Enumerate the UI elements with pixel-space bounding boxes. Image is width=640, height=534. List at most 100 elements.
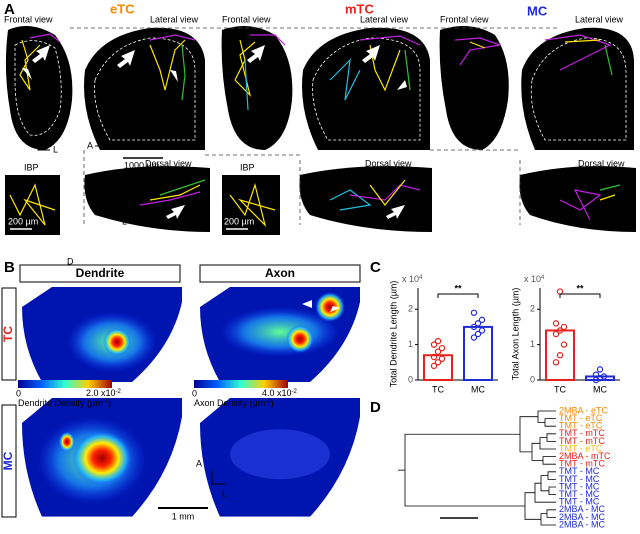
data-point <box>434 359 442 366</box>
colorbar-max: 4.0 x10-2 <box>262 388 298 398</box>
x-tick-label: MC <box>593 384 607 394</box>
colorbar-min: 0 <box>192 388 197 398</box>
panel-label: D <box>370 399 381 416</box>
dendrogram-branch <box>547 471 556 480</box>
data-point <box>470 309 478 316</box>
colorbar-label: Axon Density (µm-1) <box>194 398 274 408</box>
view-label: Dorsal view <box>365 158 412 168</box>
data-point <box>434 337 442 345</box>
colorbar-label: Dendrite Density (µm <box>18 398 103 408</box>
compass: A <box>87 140 93 150</box>
data-point <box>474 330 482 338</box>
data-point <box>434 348 442 355</box>
scale-label: 200 µm <box>224 216 254 226</box>
x-tick-label: MC <box>471 384 485 394</box>
leaf-label: 2MBA - eTC <box>559 405 609 415</box>
leaf-label: TMT - eTC <box>559 413 603 423</box>
significance-bracket <box>559 293 601 298</box>
leaf-label: TMT - MC <box>559 489 600 499</box>
dendrogram-branch <box>548 486 556 495</box>
data-point <box>438 344 446 352</box>
x-tick-label: TC <box>554 384 566 394</box>
bar <box>463 325 493 381</box>
data-point <box>600 373 608 380</box>
compass: D <box>35 126 42 136</box>
y-axis-label: Total Dendrite Length (µm) <box>388 281 398 388</box>
multiplier: x 10 <box>402 274 419 284</box>
multiplier: x 104 <box>524 274 545 284</box>
compass: L <box>122 216 127 226</box>
ibp-label: IBP <box>24 162 39 172</box>
dendrogram-branch <box>540 513 556 526</box>
data-point <box>556 327 564 334</box>
dendrogram-branch <box>546 509 556 518</box>
colorbar-exp: -1 <box>103 399 109 405</box>
data-point <box>560 323 568 331</box>
data-point <box>552 320 560 327</box>
view-label: Frontal view <box>4 14 53 24</box>
group-title: MC <box>527 3 548 18</box>
data-point <box>430 341 438 348</box>
data-point <box>430 362 438 370</box>
y-tick-label: 1 <box>530 339 535 349</box>
data-point <box>430 353 438 361</box>
data-point <box>560 341 568 348</box>
data-point <box>470 323 478 331</box>
dendrogram-branch <box>539 437 556 450</box>
view-label: Frontal view <box>222 14 271 24</box>
leaf-label: 2MBA - MC <box>559 519 606 529</box>
colorbar-label: ) <box>108 398 111 408</box>
multiplier: x 10 <box>524 274 541 284</box>
group-title: mTC <box>345 1 375 16</box>
leaf-label: TMT - mTC <box>559 428 605 438</box>
bar <box>545 329 575 382</box>
scale-label: 1 mm <box>172 511 195 521</box>
leaf-label: TMT - MC <box>559 481 600 491</box>
data-point <box>592 371 600 378</box>
leaf-label: TMT - MC <box>559 466 600 476</box>
data-point <box>552 330 560 338</box>
y-axis-label: Total Axon Length (µm) <box>510 288 520 381</box>
data-point <box>556 352 564 359</box>
row-header: TC <box>1 326 15 342</box>
scale-label: 1000 µm <box>124 160 159 170</box>
dendrogram-branch <box>534 482 556 503</box>
leaf-label: 2MBA - mTC <box>559 451 611 461</box>
bar <box>585 375 615 382</box>
leaf-label: 2MBA - MC <box>559 504 606 514</box>
colorbar-min: 0 <box>16 388 21 398</box>
column-header: Dendrite <box>76 266 125 280</box>
row-header: MC <box>1 451 15 470</box>
leaf-label: TMT - eTC <box>559 421 603 431</box>
leaf-label: TMT - mTC <box>559 436 605 446</box>
data-point <box>470 334 478 341</box>
colorbar-exp: -2 <box>116 389 122 395</box>
dendrogram-branch <box>531 442 543 461</box>
multiplier-exp: 4 <box>541 275 545 281</box>
multiplier: x 104 <box>402 274 423 284</box>
significance: ** <box>454 283 462 293</box>
data-point <box>478 327 486 334</box>
leaf-label: TMT - eTC <box>559 443 603 453</box>
data-point <box>552 359 560 366</box>
column-header: Axon <box>265 266 295 280</box>
data-point <box>474 320 482 327</box>
colorbar-label: Axon Density (µm <box>194 398 265 408</box>
compass: A <box>116 192 122 202</box>
ibp-label: IBP <box>240 162 255 172</box>
panel-label: A <box>4 1 15 18</box>
leaf-label: TMT - MC <box>559 474 600 484</box>
colorbar-max: 2.0 x10 <box>86 388 116 398</box>
view-label: Lateral view <box>575 14 624 24</box>
leaf-label: 2MBA - MC <box>559 512 606 522</box>
significance: ** <box>576 283 584 293</box>
compass: A <box>196 458 202 468</box>
y-tick-label: 1 <box>408 339 413 349</box>
colorbar-exp: -2 <box>292 389 298 395</box>
multiplier-exp: 4 <box>419 275 423 281</box>
significance-bracket <box>437 293 479 298</box>
view-label: Lateral view <box>150 14 199 24</box>
